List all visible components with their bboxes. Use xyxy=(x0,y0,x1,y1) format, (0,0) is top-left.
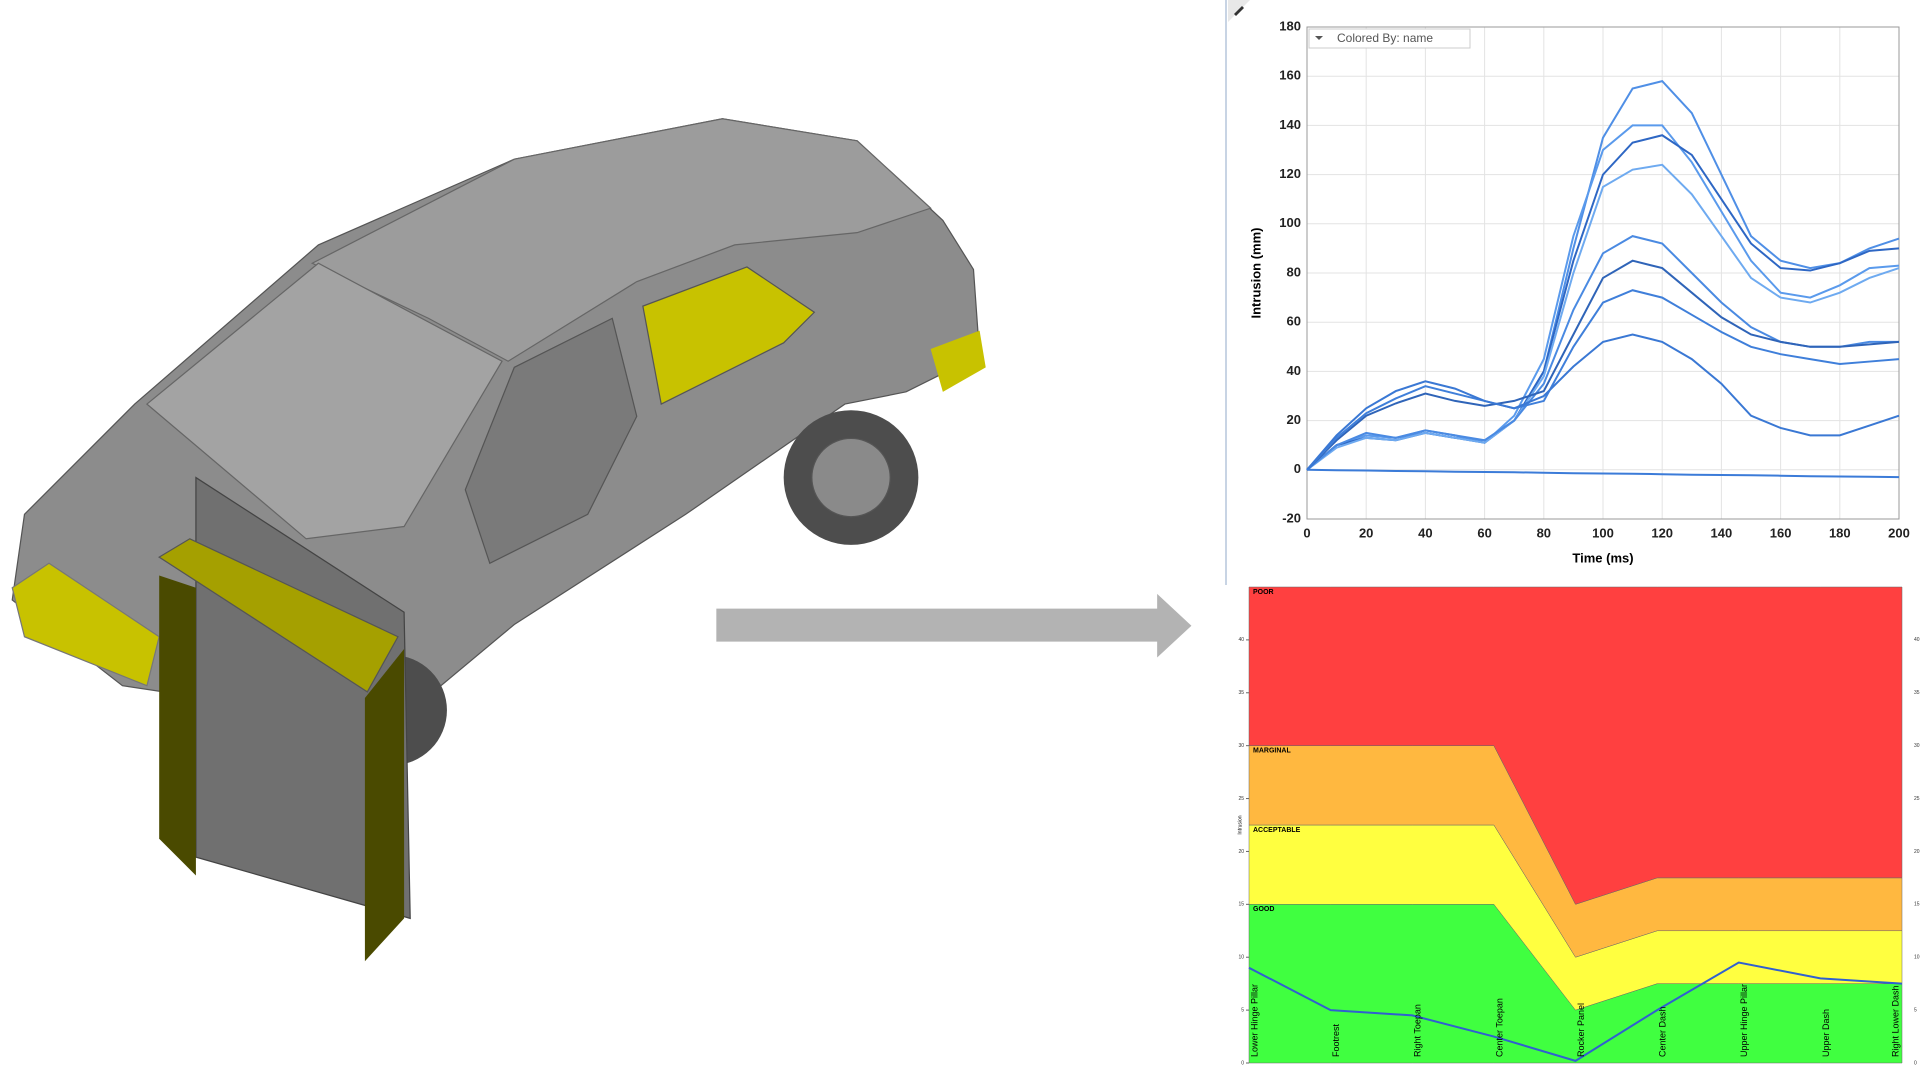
y-tick-label: 40 xyxy=(1287,363,1301,378)
y-tick-label: 40 xyxy=(1238,637,1244,643)
barrier-plate xyxy=(158,538,399,693)
x-tick-label: Center Toepan xyxy=(1494,998,1504,1057)
arrow xyxy=(716,593,1192,658)
edit-icon[interactable] xyxy=(1234,6,1244,16)
x-axis-label: Time (ms) xyxy=(1572,550,1633,565)
x-tick-label: 140 xyxy=(1711,525,1733,540)
y-tick-label: 20 xyxy=(1238,849,1244,855)
y-axis-label: Intrusion xyxy=(1237,815,1243,834)
band-label: MARGINAL xyxy=(1253,748,1291,755)
y-tick-label: 35 xyxy=(1238,690,1244,696)
x-tick-label: 20 xyxy=(1359,525,1373,540)
band-label: ACCEPTABLE xyxy=(1253,827,1301,834)
barrier-flap xyxy=(159,575,196,876)
y-tick-label: 160 xyxy=(1279,68,1301,83)
car-window xyxy=(464,317,638,565)
x-tick-label: Right Lower Dash xyxy=(1890,985,1900,1057)
y-tick-label: 140 xyxy=(1279,117,1301,132)
y2-tick-label: 30 xyxy=(1914,743,1920,749)
y-tick-label: 180 xyxy=(1279,18,1301,33)
y2-tick-label: 10 xyxy=(1914,955,1920,961)
x-tick-label: 100 xyxy=(1592,525,1614,540)
y-tick-label: 5 xyxy=(1241,1007,1244,1013)
x-tick-label: Upper Hinge Pillar xyxy=(1739,984,1749,1057)
line-chart: 0 20 40 60 80 100 120 140 160 180 200-200204060801… xyxy=(1248,18,1909,565)
y2-tick-label: 5 xyxy=(1914,1007,1917,1013)
y-tick-label: 10 xyxy=(1238,955,1244,961)
y2-tick-label: 0 xyxy=(1914,1060,1917,1066)
x-tick-label: 80 xyxy=(1537,525,1551,540)
series-line xyxy=(1306,163,1900,471)
rear-bumper xyxy=(930,330,986,392)
front-bumper xyxy=(11,562,160,687)
y-tick-label: 60 xyxy=(1287,314,1301,329)
y-tick-label: 25 xyxy=(1238,796,1244,802)
y2-tick-label: 40 xyxy=(1914,637,1920,643)
car-rear-window xyxy=(642,266,816,405)
x-tick-label: Footrest xyxy=(1331,1023,1341,1057)
intrusion-line xyxy=(1248,961,1903,1062)
colored-by-dropdown[interactable] xyxy=(1308,28,1471,49)
car-hood xyxy=(145,262,503,540)
y-tick-label: 20 xyxy=(1287,412,1301,427)
y2-tick-label: 20 xyxy=(1914,849,1920,855)
y2-tick-label: 35 xyxy=(1914,690,1920,696)
x-tick-label: 180 xyxy=(1829,525,1851,540)
wheel-rim xyxy=(811,437,891,518)
x-tick-label: Upper Dash xyxy=(1821,1009,1831,1057)
x-tick-label: 200 xyxy=(1888,525,1910,540)
y-tick-label: 0 xyxy=(1294,461,1301,476)
series-line xyxy=(1306,333,1900,471)
y2-tick-label: 15 xyxy=(1914,902,1920,908)
series-line xyxy=(1306,259,1900,471)
band-label: GOOD xyxy=(1253,906,1274,913)
x-tick-label: Right Toepan xyxy=(1413,1004,1423,1057)
y-tick-label: 30 xyxy=(1238,743,1244,749)
y-axis-label: Intrusion (mm) xyxy=(1248,228,1263,319)
x-tick-label: 160 xyxy=(1770,525,1792,540)
plot-frame xyxy=(1306,26,1900,520)
x-tick-label: 60 xyxy=(1477,525,1491,540)
y-tick-label: 100 xyxy=(1279,215,1301,230)
y-tick-label: 15 xyxy=(1238,902,1244,908)
y-tick-label: -20 xyxy=(1282,510,1301,525)
y-tick-label: 0 xyxy=(1241,1060,1244,1066)
series-line xyxy=(1306,289,1900,471)
x-tick-label: Center Dash xyxy=(1658,1006,1668,1057)
y2-tick-label: 25 xyxy=(1914,796,1920,802)
barrier-flap xyxy=(364,648,405,962)
x-tick-label: Lower Hinge Pillar xyxy=(1249,984,1259,1057)
series-line xyxy=(1306,468,1900,479)
x-tick-label: 120 xyxy=(1651,525,1673,540)
x-tick-label: 0 xyxy=(1303,525,1310,540)
y-tick-label: 80 xyxy=(1287,264,1301,279)
car-model xyxy=(11,118,1192,962)
dropdown-caret xyxy=(1315,36,1323,40)
rating-band xyxy=(1248,586,1903,905)
x-tick-label: Rocker Panel xyxy=(1576,1003,1586,1057)
rating-chart: GOOD ACCEPTABLE MARGINAL POOR 0 0 5 5 10 10 15 15 20… xyxy=(1237,586,1920,1066)
y-tick-label: 120 xyxy=(1279,166,1301,181)
x-tick-label: 40 xyxy=(1418,525,1432,540)
band-label: POOR xyxy=(1253,589,1274,596)
car-roof xyxy=(310,118,932,362)
colored-by-label: Colored By: name xyxy=(1337,31,1433,45)
